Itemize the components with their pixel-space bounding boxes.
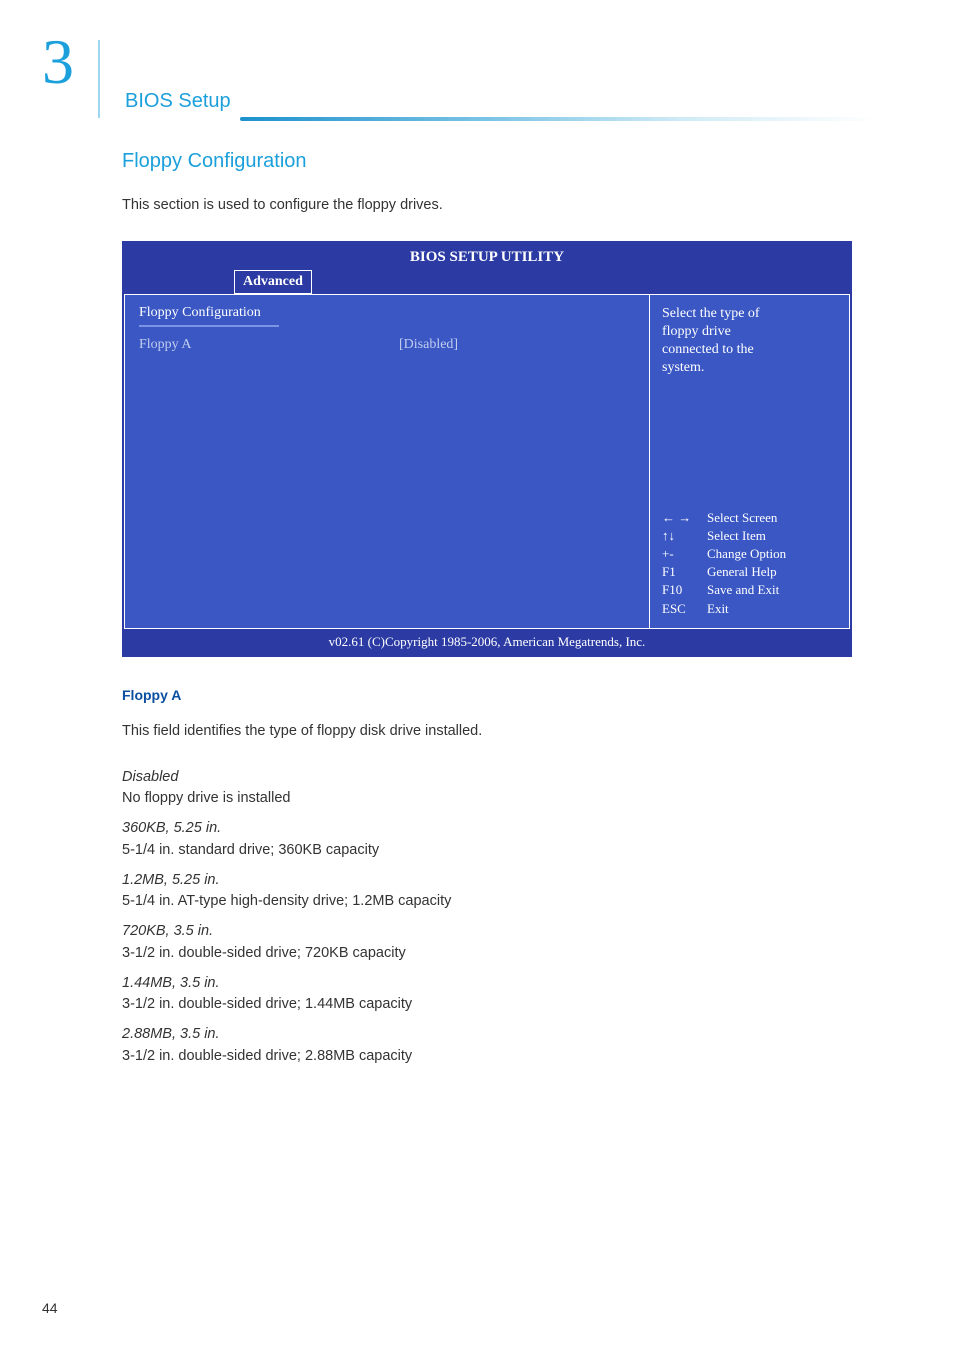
option-desc: 5-1/4 in. standard drive; 360KB capacity xyxy=(122,840,872,862)
option-block: 1.2MB, 5.25 in. 5-1/4 in. AT-type high-d… xyxy=(122,870,872,914)
divider-vertical xyxy=(98,40,100,118)
key: ESC xyxy=(662,600,707,618)
bios-key-legend: ← →Select Screen ↑↓Select Item +-Change … xyxy=(662,509,837,618)
key-desc: Save and Exit xyxy=(707,581,779,599)
key: +- xyxy=(662,545,707,563)
option-label: 720KB, 3.5 in. xyxy=(122,921,872,943)
bios-help-text: Select the type of floppy drive connecte… xyxy=(662,305,837,378)
option-desc: 3-1/2 in. double-sided drive; 720KB capa… xyxy=(122,943,872,965)
bios-help-line: Select the type of xyxy=(662,305,837,323)
key: ↑↓ xyxy=(662,527,707,545)
bios-screenshot: BIOS SETUP UTILITY Advanced Floppy Confi… xyxy=(122,241,852,657)
key-desc: Select Screen xyxy=(707,509,777,527)
bios-divider xyxy=(139,325,279,327)
bios-tabs: Advanced xyxy=(124,270,850,294)
option-desc: 5-1/4 in. AT-type high-density drive; 1.… xyxy=(122,891,872,913)
option-label: Disabled xyxy=(122,767,872,789)
field-description: This field identifies the type of floppy… xyxy=(122,721,872,743)
bios-option-label: Floppy A xyxy=(139,337,399,353)
option-desc: 3-1/2 in. double-sided drive; 2.88MB cap… xyxy=(122,1046,872,1068)
option-block: Disabled No floppy drive is installed xyxy=(122,767,872,811)
header-gradient-line xyxy=(240,117,875,121)
option-label: 360KB, 5.25 in. xyxy=(122,818,872,840)
bios-body: Floppy Configuration Floppy A [Disabled]… xyxy=(124,294,850,629)
option-block: 360KB, 5.25 in. 5-1/4 in. standard drive… xyxy=(122,818,872,862)
section-title: BIOS Setup xyxy=(125,90,231,113)
bios-left-title: Floppy Configuration xyxy=(139,305,635,321)
bios-help-line: floppy drive xyxy=(662,323,837,341)
option-desc: 3-1/2 in. double-sided drive; 1.44MB cap… xyxy=(122,994,872,1016)
bios-footer: v02.61 (C)Copyright 1985-2006, American … xyxy=(124,629,850,655)
key-desc: Select Item xyxy=(707,527,766,545)
bios-help-line: system. xyxy=(662,359,837,377)
key: ← → xyxy=(662,509,707,527)
option-label: 1.2MB, 5.25 in. xyxy=(122,870,872,892)
bios-tab-advanced: Advanced xyxy=(234,270,312,294)
key: F1 xyxy=(662,563,707,581)
option-label: 1.44MB, 3.5 in. xyxy=(122,973,872,995)
option-block: 2.88MB, 3.5 in. 3-1/2 in. double-sided d… xyxy=(122,1024,872,1068)
bios-option-row: Floppy A [Disabled] xyxy=(139,337,635,353)
chapter-number: 3 xyxy=(42,25,74,99)
option-desc: No floppy drive is installed xyxy=(122,788,872,810)
bios-help-line: connected to the xyxy=(662,341,837,359)
key-desc: Exit xyxy=(707,600,729,618)
option-block: 720KB, 3.5 in. 3-1/2 in. double-sided dr… xyxy=(122,921,872,965)
bios-title: BIOS SETUP UTILITY xyxy=(124,243,850,270)
option-label: 2.88MB, 3.5 in. xyxy=(122,1024,872,1046)
key: F10 xyxy=(662,581,707,599)
key-desc: Change Option xyxy=(707,545,786,563)
option-block: 1.44MB, 3.5 in. 3-1/2 in. double-sided d… xyxy=(122,973,872,1017)
intro-text: This section is used to configure the fl… xyxy=(122,195,872,217)
bios-left-panel: Floppy Configuration Floppy A [Disabled] xyxy=(124,294,650,629)
page-number: 44 xyxy=(42,1300,58,1316)
page-content: Floppy Configuration This section is use… xyxy=(122,150,872,1076)
subsection-title: Floppy Configuration xyxy=(122,150,872,173)
bios-option-value: [Disabled] xyxy=(399,337,458,353)
field-title: Floppy A xyxy=(122,687,872,703)
bios-right-panel: Select the type of floppy drive connecte… xyxy=(650,294,850,629)
key-desc: General Help xyxy=(707,563,777,581)
